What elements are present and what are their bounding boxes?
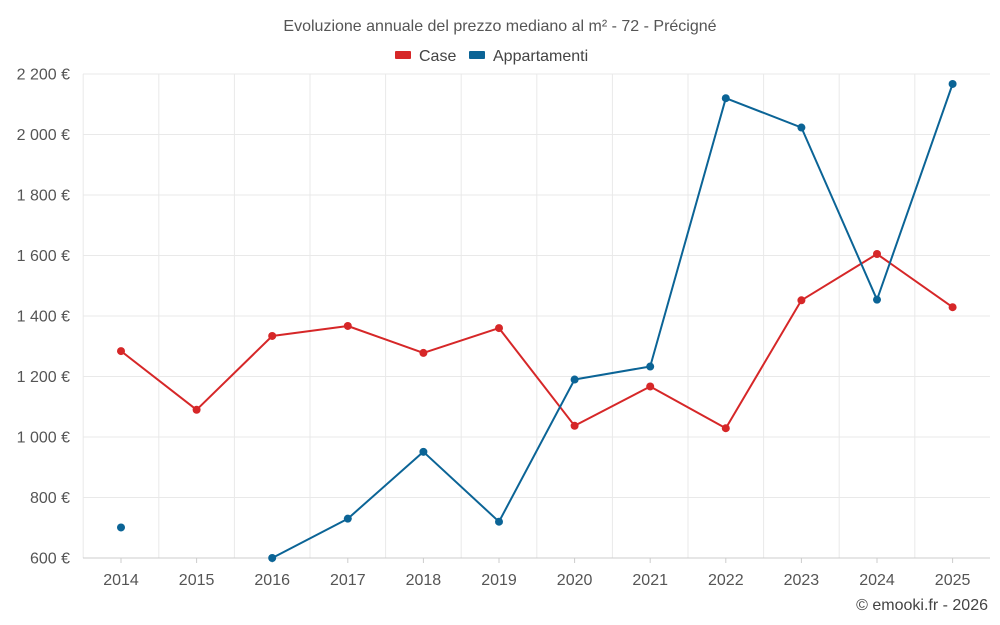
data-point-appartamenti[interactable] [721, 94, 730, 103]
data-point-appartamenti[interactable] [948, 79, 957, 88]
x-tick-label: 2022 [708, 572, 744, 589]
legend-swatch-case [395, 51, 411, 59]
axes: 600 € 800 € 1 000 € 1 200 € 1 400 € 1 600 € 1 … [17, 67, 990, 589]
x-tick-label: 2025 [935, 572, 971, 589]
data-point-case[interactable] [797, 296, 806, 305]
data-point-case[interactable] [192, 405, 201, 414]
data-point-appartamenti[interactable] [343, 514, 352, 523]
data-point-appartamenti[interactable] [268, 554, 277, 562]
data-point-appartamenti[interactable] [419, 447, 428, 456]
legend[interactable]: Case Appartamenti [395, 48, 588, 65]
y-tick-label: 1 400 € [17, 309, 70, 326]
x-tick-label: 2015 [179, 572, 215, 589]
data-point-appartamenti[interactable] [495, 517, 503, 526]
y-tick-label: 600 € [30, 551, 70, 568]
legend-item-appartamenti[interactable]: Appartamenti [469, 48, 588, 65]
grid [82, 73, 990, 559]
y-tick-label: 2 000 € [17, 127, 70, 144]
x-tick-label: 2017 [330, 572, 366, 589]
x-tick-label: 2016 [254, 572, 290, 589]
chart-title: Evoluzione annuale del prezzo mediano al… [283, 18, 716, 35]
series-appartamenti [117, 79, 957, 562]
legend-swatch-appartamenti [469, 51, 485, 59]
data-point-case[interactable] [117, 347, 125, 356]
data-point-case[interactable] [419, 348, 428, 357]
series-case [117, 249, 957, 433]
series-line-appartamenti [271, 83, 954, 559]
legend-label-case: Case [419, 48, 456, 65]
data-point-case[interactable] [873, 249, 881, 258]
series [117, 79, 957, 562]
y-tick-label: 2 200 € [17, 67, 70, 84]
x-tick-label: 2019 [481, 572, 517, 589]
legend-label-appartamenti: Appartamenti [493, 48, 588, 65]
x-tick-label: 2020 [557, 572, 593, 589]
series-line-case [120, 253, 954, 430]
data-point-case[interactable] [495, 324, 503, 333]
data-point-case[interactable] [721, 424, 730, 433]
y-tick-label: 800 € [30, 490, 70, 507]
data-point-appartamenti[interactable] [117, 523, 125, 532]
credit-text: © emooki.fr - 2026 [856, 597, 988, 614]
data-point-case[interactable] [268, 331, 277, 340]
x-tick-label: 2018 [406, 572, 442, 589]
data-point-case[interactable] [343, 321, 352, 330]
x-tick-label: 2024 [859, 572, 895, 589]
y-tick-label: 1 200 € [17, 369, 70, 386]
data-point-case[interactable] [948, 303, 957, 312]
data-point-appartamenti[interactable] [570, 375, 579, 384]
y-tick-label: 1 000 € [17, 430, 70, 447]
data-point-appartamenti[interactable] [797, 123, 806, 132]
data-point-appartamenti[interactable] [873, 295, 881, 304]
x-tick-label: 2023 [784, 572, 820, 589]
x-tick-label: 2014 [103, 572, 139, 589]
data-point-appartamenti[interactable] [646, 362, 655, 371]
y-tick-label: 1 800 € [17, 188, 70, 205]
x-tick-label: 2021 [632, 572, 668, 589]
data-point-case[interactable] [570, 421, 579, 430]
y-tick-label: 1 600 € [17, 248, 70, 265]
data-point-case[interactable] [646, 382, 655, 391]
legend-item-case[interactable]: Case [395, 48, 456, 65]
